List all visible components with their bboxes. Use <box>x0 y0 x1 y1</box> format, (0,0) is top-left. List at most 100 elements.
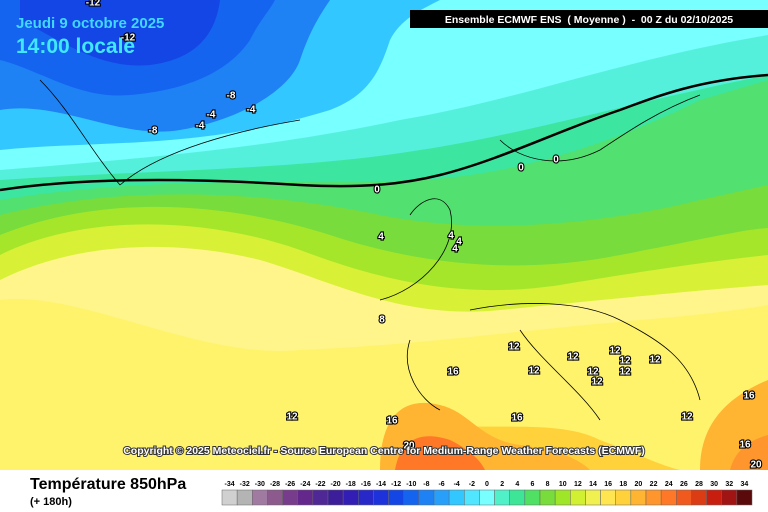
scale-label: -16 <box>361 481 371 488</box>
contour-label: -8 <box>149 126 158 137</box>
footer-lead: (+ 180h) <box>30 496 72 508</box>
scale-label: 8 <box>546 481 550 488</box>
scale-swatch <box>736 489 753 506</box>
contour-label: 16 <box>743 391 755 402</box>
contour-label: 16 <box>386 416 398 427</box>
scale-label: 34 <box>741 481 749 488</box>
contour-label: 0 <box>553 155 559 166</box>
scale-label: -12 <box>391 481 401 488</box>
model-info: Ensemble ECMWF ENS ( Moyenne ) - 00 Z du… <box>445 14 733 26</box>
scale-label: -24 <box>300 481 310 488</box>
contour-label: 16 <box>739 440 751 451</box>
scale-label: 12 <box>574 481 582 488</box>
scale-label: -28 <box>270 481 280 488</box>
scale-label: -18 <box>346 481 356 488</box>
scale-swatch <box>448 489 465 506</box>
scale-label: 28 <box>695 481 703 488</box>
scale-label: 16 <box>604 481 612 488</box>
contour-label: 16 <box>447 367 459 378</box>
scale-label: 0 <box>485 481 489 488</box>
scale-swatch <box>554 489 571 506</box>
scale-swatch <box>433 489 450 506</box>
scale-swatch <box>706 489 722 506</box>
scale-swatch <box>388 489 404 506</box>
scale-label: -6 <box>438 481 444 488</box>
contour-label: 0 <box>518 163 524 174</box>
scale-swatch <box>373 489 389 506</box>
contour-label: 20 <box>750 460 762 471</box>
scale-label: 4 <box>515 481 519 488</box>
scale-label: -4 <box>454 481 460 488</box>
model-banner <box>410 10 768 28</box>
scale-swatch <box>236 489 253 506</box>
contour-label: 12 <box>681 412 693 423</box>
contour-label: 12 <box>587 367 599 378</box>
scale-label: 32 <box>725 481 733 488</box>
scale-swatch <box>267 489 283 506</box>
scale-swatch <box>691 489 707 506</box>
contour-label: 16 <box>511 413 523 424</box>
scale-swatch <box>585 489 601 506</box>
scale-swatch <box>524 489 541 506</box>
scale-label: 22 <box>650 481 658 488</box>
scale-label: -14 <box>376 481 386 488</box>
color-scale: -34 -32 -30 -28 -26 -24 -22 -20 -18 -16 -14 -12 -10-… <box>221 481 753 506</box>
scale-label: 2 <box>500 481 504 488</box>
scale-label: 6 <box>530 481 534 488</box>
contour-label: -4 <box>247 105 256 116</box>
scale-swatch <box>282 489 298 506</box>
scale-label: -10 <box>406 481 416 488</box>
scale-swatch <box>630 489 647 506</box>
contour-label: 4 <box>448 231 454 242</box>
scale-label: -34 <box>225 481 235 488</box>
contour-label: 20 <box>403 441 415 452</box>
scale-label: 18 <box>619 481 627 488</box>
scale-swatch <box>600 489 616 506</box>
contour-label: 12 <box>649 355 661 366</box>
scale-label: -20 <box>331 481 341 488</box>
scale-label: -26 <box>285 481 295 488</box>
scale-swatch <box>418 489 435 506</box>
scale-swatch <box>615 489 632 506</box>
contour-label: -4 <box>207 110 216 121</box>
scale-label: 20 <box>635 481 643 488</box>
contour-label: -12 <box>86 0 101 9</box>
scale-swatch <box>312 489 329 506</box>
scale-swatch <box>327 489 344 506</box>
scale-swatch <box>464 489 480 506</box>
contour-label: 0 <box>374 185 380 196</box>
scale-swatch <box>539 489 556 506</box>
scale-swatch <box>570 489 586 506</box>
date: Jeudi 9 octobre 2025 <box>16 15 164 32</box>
scale-label: -30 <box>255 481 265 488</box>
contour-label: 8 <box>379 315 385 326</box>
scale-swatch <box>358 489 374 506</box>
contour-label: 4 <box>456 237 462 248</box>
footer-title: Température 850hPa <box>30 476 186 493</box>
scale-swatch <box>297 489 314 506</box>
contour-label: 12 <box>286 412 298 423</box>
scale-label: -22 <box>315 481 325 488</box>
scale-label: 24 <box>665 481 673 488</box>
scale-swatch <box>660 489 677 506</box>
scale-swatch <box>676 489 692 506</box>
scale-label: -2 <box>469 481 475 488</box>
scale-label: 10 <box>559 481 567 488</box>
contour-label: 12 <box>567 352 579 363</box>
contour-label: 12 <box>619 356 631 367</box>
contour-label: 4 <box>452 244 458 255</box>
scale-label: 30 <box>710 481 718 488</box>
scale-swatch <box>342 489 359 506</box>
scale-swatch <box>721 489 738 506</box>
contour-label: -12 <box>121 33 136 44</box>
contour-label: 12 <box>591 377 603 388</box>
contour-label: -4 <box>196 121 205 132</box>
scale-label: 14 <box>589 481 597 488</box>
scale-swatch <box>252 489 268 506</box>
time: 14:00 locale <box>16 35 135 58</box>
copyright: Copyright © 2025 Meteociel.fr - Source E… <box>123 445 645 457</box>
scale-swatch <box>645 489 662 506</box>
scale-label: -32 <box>240 481 250 488</box>
